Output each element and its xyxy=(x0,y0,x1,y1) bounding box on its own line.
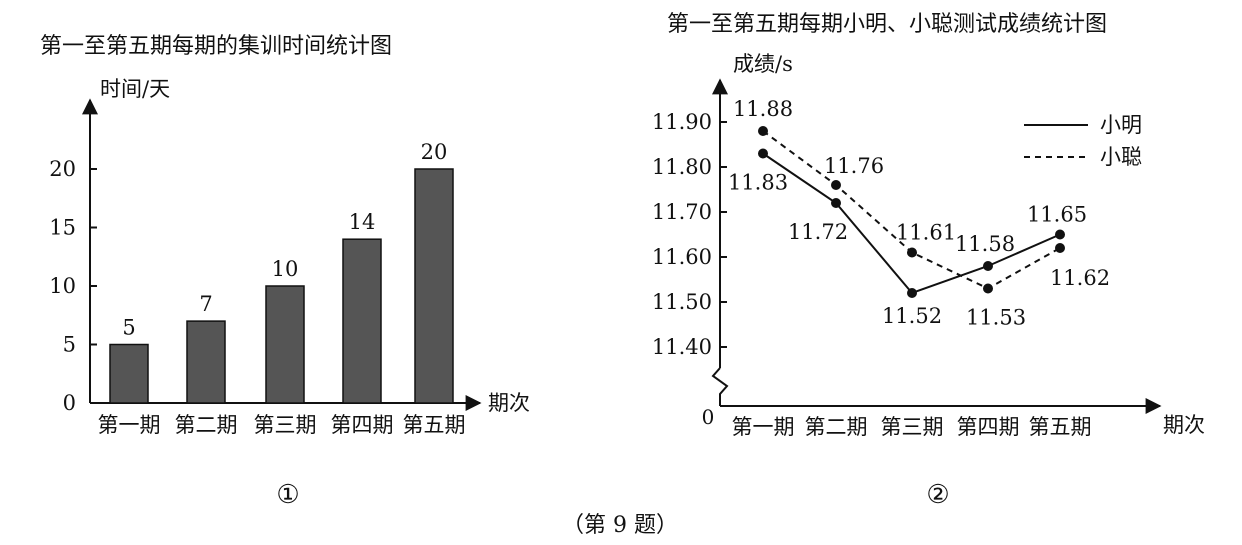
bar-chart-y-axis-label: 时间/天 xyxy=(100,77,170,101)
legend-label-series-1: 小明 xyxy=(1100,113,1142,137)
line-chart: 第一至第五期每期小明、小聪测试成绩统计图 成绩/s 0 期次 11.40 11.5… xyxy=(652,12,1205,510)
bar-x-tick-label: 第五期 xyxy=(403,413,466,437)
line-x-tick-label: 第四期 xyxy=(957,415,1020,439)
line-x-tick-label: 第二期 xyxy=(805,415,868,439)
line-y-tick-label: 11.90 xyxy=(652,110,712,134)
line-chart-legend: 小明 小聪 xyxy=(1024,113,1142,169)
line-chart-axis-break xyxy=(711,367,729,406)
bar-value-label: 10 xyxy=(272,257,299,281)
data-point xyxy=(1055,243,1065,253)
line-chart-caption: ② xyxy=(926,480,949,510)
bar xyxy=(186,320,226,404)
legend-label-series-2: 小聪 xyxy=(1100,145,1142,169)
bar-y-tick-label: 0 xyxy=(63,391,76,415)
data-point xyxy=(758,126,768,136)
bar-x-tick-label: 第三期 xyxy=(254,413,317,437)
line-chart-y-axis-label: 成绩/s xyxy=(733,52,793,76)
line-y-tick-label: 11.40 xyxy=(652,335,712,359)
bar xyxy=(342,238,382,404)
data-point-label: 11.61 xyxy=(896,221,956,245)
line-y-tick-label: 11.50 xyxy=(652,290,712,314)
question-footer: （第 9 题） xyxy=(562,513,678,538)
bar-y-tick-label: 15 xyxy=(49,216,76,240)
data-point xyxy=(907,247,917,258)
data-point-label: 11.72 xyxy=(788,220,848,244)
bar xyxy=(414,168,454,404)
line-x-tick-label: 第三期 xyxy=(881,415,944,439)
bar-x-tick-label: 第一期 xyxy=(98,413,161,437)
bar-x-tick-label: 第二期 xyxy=(175,413,238,437)
bar-value-label: 7 xyxy=(199,292,212,316)
data-point xyxy=(907,288,917,298)
bar-chart-title: 第一至第五期每期的集训时间统计图 xyxy=(40,34,392,59)
data-point xyxy=(983,261,993,271)
line-y-tick-label: 11.70 xyxy=(652,200,712,224)
bar-chart: 第一至第五期每期的集训时间统计图 时间/天 期次 0 5 10 15 20 5 7 10 14… xyxy=(40,34,530,510)
data-point-label: 11.76 xyxy=(824,154,884,178)
bar xyxy=(265,285,305,404)
bar-chart-caption: ① xyxy=(276,480,299,510)
bar-y-tick-label: 10 xyxy=(49,274,76,298)
data-point xyxy=(1055,229,1065,240)
data-point-label: 11.53 xyxy=(966,306,1026,330)
data-point-label: 11.62 xyxy=(1050,266,1110,290)
bar-x-tick-label: 第四期 xyxy=(331,413,394,437)
data-point xyxy=(758,148,768,159)
bar xyxy=(109,343,149,404)
data-point-label: 11.58 xyxy=(955,232,1015,256)
line-x-tick-label: 第一期 xyxy=(732,415,795,439)
data-point-label: 11.83 xyxy=(728,171,788,195)
line-chart-origin-label: 0 xyxy=(702,405,715,429)
data-point-label: 11.52 xyxy=(882,304,942,328)
bar-value-label: 14 xyxy=(349,210,376,234)
series-line-dashed xyxy=(762,130,1061,290)
line-x-tick-label: 第五期 xyxy=(1029,415,1092,439)
line-y-tick-label: 11.60 xyxy=(652,245,712,269)
line-y-tick-label: 11.80 xyxy=(652,155,712,179)
bar-y-tick-label: 20 xyxy=(49,157,76,181)
data-point xyxy=(983,283,993,294)
bar-value-label: 20 xyxy=(421,140,448,164)
line-chart-title: 第一至第五期每期小明、小聪测试成绩统计图 xyxy=(667,12,1107,37)
bar-chart-x-axis-label: 期次 xyxy=(488,391,530,415)
data-point-label: 11.65 xyxy=(1027,203,1087,227)
data-point-label: 11.88 xyxy=(733,97,793,121)
bar-y-tick-label: 5 xyxy=(63,333,76,357)
data-point xyxy=(831,180,841,190)
bar-value-label: 5 xyxy=(122,316,135,340)
line-chart-x-axis-label: 期次 xyxy=(1163,413,1205,437)
data-point xyxy=(831,198,841,208)
